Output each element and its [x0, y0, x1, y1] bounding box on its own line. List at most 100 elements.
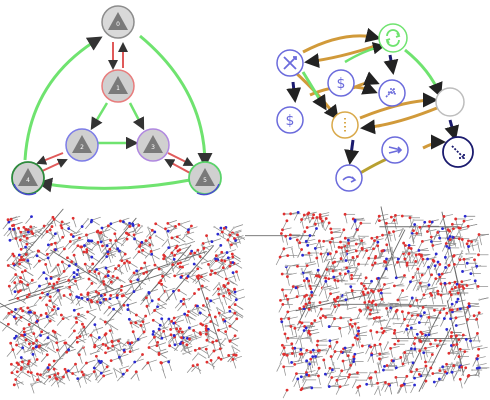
- atom: [351, 325, 354, 328]
- atom: [60, 314, 63, 317]
- atom: [327, 277, 330, 280]
- atom: [394, 214, 397, 217]
- atom: [55, 341, 58, 344]
- bond: [183, 351, 192, 354]
- atom: [18, 259, 21, 262]
- atom: [119, 368, 121, 370]
- atom: [161, 275, 164, 278]
- atom: [226, 251, 229, 254]
- atom: [438, 237, 441, 240]
- atom: [337, 304, 340, 307]
- atom: [310, 322, 313, 325]
- atom: [367, 291, 370, 294]
- lattice-structure-b: [245, 200, 490, 400]
- atom: [134, 321, 137, 324]
- atom: [340, 252, 342, 254]
- atom: [142, 272, 145, 275]
- atom-layer: [7, 215, 239, 386]
- atom: [333, 279, 336, 282]
- atom: [461, 270, 464, 273]
- atom: [116, 294, 119, 297]
- atom: [465, 253, 467, 255]
- bond: [479, 298, 488, 300]
- atom: [329, 292, 332, 295]
- atom: [374, 255, 377, 258]
- atom: [206, 361, 209, 364]
- atom: [220, 314, 222, 316]
- atom: [127, 341, 130, 344]
- atom: [412, 229, 415, 232]
- atom: [158, 328, 161, 331]
- atom: [214, 258, 217, 261]
- bond: [28, 305, 37, 308]
- atom: [133, 272, 136, 275]
- atom: [419, 282, 422, 285]
- atom: [473, 314, 476, 317]
- atom: [20, 368, 23, 371]
- node-split: [379, 80, 405, 106]
- atom: [285, 325, 287, 327]
- atom: [383, 283, 386, 286]
- atom: [207, 263, 210, 266]
- atom: [330, 376, 333, 379]
- atom: [465, 338, 468, 341]
- atom: [103, 283, 106, 286]
- atom: [80, 293, 83, 296]
- atom: [431, 244, 434, 247]
- atom: [341, 269, 343, 271]
- atom: [281, 303, 284, 306]
- atom: [466, 262, 469, 265]
- atom: [90, 256, 93, 259]
- atom: [32, 347, 35, 350]
- atom: [303, 295, 306, 298]
- atom: [477, 285, 480, 288]
- atom: [444, 256, 447, 259]
- atom: [9, 342, 12, 345]
- atom: [305, 240, 308, 243]
- atom: [335, 250, 338, 253]
- bond: [215, 273, 223, 278]
- atom: [205, 234, 208, 237]
- atom: [452, 364, 455, 367]
- atom: [41, 291, 44, 294]
- bond: [384, 342, 388, 350]
- atom: [401, 215, 404, 218]
- atom: [287, 317, 290, 320]
- atom: [329, 345, 332, 348]
- bond: [296, 295, 368, 311]
- atom: [15, 257, 17, 259]
- atom: [77, 244, 80, 247]
- atom: [173, 334, 176, 337]
- atom: [428, 284, 431, 287]
- atom: [234, 291, 237, 294]
- atom: [13, 315, 16, 318]
- atom: [312, 349, 315, 352]
- bond: [27, 235, 36, 238]
- atom: [116, 350, 118, 352]
- atom: [110, 359, 113, 362]
- atom: [376, 355, 378, 357]
- atom: [165, 290, 167, 292]
- atom: [42, 271, 45, 274]
- atom: [452, 227, 455, 230]
- atom: [418, 249, 421, 252]
- atom: [76, 377, 79, 380]
- atom: [285, 265, 287, 267]
- atom: [466, 318, 469, 321]
- atom: [281, 288, 284, 291]
- atom: [353, 353, 356, 356]
- bond: [130, 349, 139, 352]
- bond: [220, 349, 223, 358]
- atom: [393, 343, 396, 346]
- atom: [373, 239, 376, 242]
- bond: [73, 234, 82, 237]
- atom: [91, 263, 94, 266]
- atom: [439, 340, 442, 343]
- bond: [230, 341, 238, 346]
- atom: [21, 346, 24, 349]
- atom: [436, 290, 439, 293]
- atom: [334, 305, 337, 308]
- atom: [316, 216, 319, 219]
- atom: [137, 243, 139, 245]
- atom: [312, 213, 315, 216]
